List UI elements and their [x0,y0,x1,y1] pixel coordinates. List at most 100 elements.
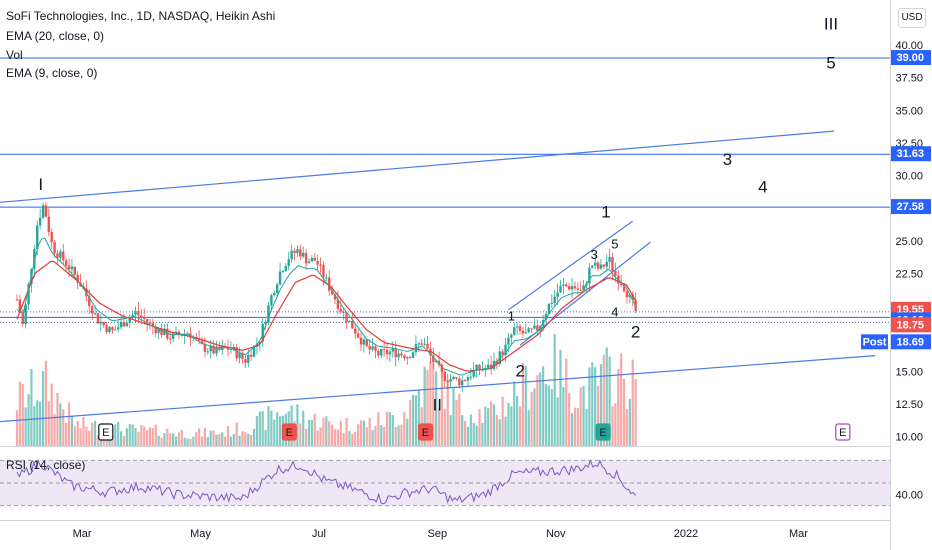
earnings-marker[interactable] [595,423,611,441]
wave-label: 4 [758,177,767,196]
candle-body [513,327,516,335]
volume-bar [313,413,316,446]
candle-body [348,320,351,323]
price-tick[interactable]: 30.00 [895,171,923,183]
volume-bar [226,426,230,446]
trendlines[interactable] [0,130,876,423]
volume-bar [510,406,513,446]
price-label[interactable]: 18.69 [896,336,924,348]
earnings-marker[interactable] [417,423,434,441]
earnings-marker[interactable] [835,423,851,441]
candle-body [174,331,178,334]
volume-bar [195,432,198,446]
volume-bar [461,414,464,446]
candle-body [423,343,426,345]
volume-bar [516,395,519,446]
trendline[interactable] [0,354,876,423]
volume-bar [611,406,614,446]
candle-body [625,291,629,298]
volume-bar [362,420,366,446]
candle-body [345,312,348,323]
price-label-bg[interactable] [891,334,931,350]
time-axis[interactable]: Mar May Jul Sep Nov 2022 Mar [73,528,809,540]
volume-bar [631,359,634,446]
time-tick[interactable]: Mar [73,528,92,540]
earnings-marker-label[interactable]: E [102,427,109,439]
candle-body [547,303,551,315]
price-label-bg[interactable] [891,50,931,66]
earnings-marker-label[interactable]: E [599,427,606,439]
candle-body [469,376,473,378]
volume-bar [432,363,435,446]
price-tick[interactable]: 15.00 [895,366,923,378]
candle-body [437,360,441,366]
candle-body [90,306,94,314]
volume-bar [166,428,169,446]
earnings-marker-label[interactable]: E [286,427,293,439]
volume-bar [359,420,363,446]
volume-bar [357,424,360,446]
ema20-legend[interactable]: EMA (20, close, 0) [6,29,105,43]
trendline[interactable] [508,220,634,311]
earnings-marker-label[interactable]: E [422,427,429,439]
volume-bar [475,425,478,446]
volume-bar [617,368,620,446]
time-tick[interactable]: Mar [789,528,808,540]
volume-bar [128,424,131,446]
volume-bar [481,422,484,446]
price-tick[interactable]: 22.50 [895,268,923,280]
earnings-marker-label[interactable]: E [839,427,846,439]
volume-bar [24,407,27,446]
candle-body [145,319,149,323]
earnings-marker[interactable] [281,423,297,441]
time-tick[interactable]: Jul [312,528,326,540]
volume-bar [446,379,449,446]
time-tick[interactable]: May [190,528,211,540]
volume-bar [44,360,48,446]
currency-button[interactable]: USD [898,8,926,28]
price-tick[interactable]: 35.00 [895,105,923,117]
time-tick[interactable]: Sep [428,528,448,540]
price-tick[interactable]: 40.00 [895,40,923,52]
volume-bar [206,437,209,446]
price-label[interactable]: 39.00 [896,52,924,64]
trendline[interactable] [0,130,835,203]
price-label-bg[interactable] [891,199,931,215]
horizontal-levels[interactable] [0,57,890,323]
volume-bar [244,432,247,446]
price-tick[interactable]: 25.00 [895,236,923,248]
price-label[interactable]: 27.58 [896,201,924,213]
volume-bar [82,416,85,446]
earnings-marker[interactable] [98,423,114,441]
candle-body [455,377,458,379]
rsi-tick[interactable]: 40.00 [895,489,923,501]
candle-body [284,266,288,272]
vol-legend[interactable]: Vol [6,48,23,62]
trendline[interactable] [519,241,651,346]
candle-body [380,349,383,356]
price-tick[interactable]: 37.50 [895,73,923,85]
candles [15,202,637,393]
volume-bar [238,435,241,446]
rsi-legend[interactable]: RSI (14, close) [6,458,86,472]
price-label-bg[interactable] [891,317,931,333]
price-label[interactable]: 18.75 [896,319,924,331]
volume-bar [385,411,389,446]
post-tag[interactable]: Post [863,336,887,348]
price-label[interactable]: 31.63 [896,148,924,160]
candle-body [111,327,114,331]
time-tick[interactable]: 2022 [674,528,698,540]
candle-body [382,349,386,351]
price-label-bg[interactable] [891,146,931,162]
price-axis[interactable]: 40.0037.5035.0032.5030.0025.0022.5020.00… [861,40,931,501]
price-tick[interactable]: 12.50 [895,399,923,411]
time-tick[interactable]: Nov [546,528,566,540]
ema9-legend[interactable]: EMA (9, close, 0) [6,66,98,80]
volume-bar [397,425,400,446]
candle-body [299,249,302,257]
candle-body [501,351,504,356]
post-tag-bg[interactable] [861,334,888,350]
price-tick[interactable]: 10.00 [895,432,923,444]
